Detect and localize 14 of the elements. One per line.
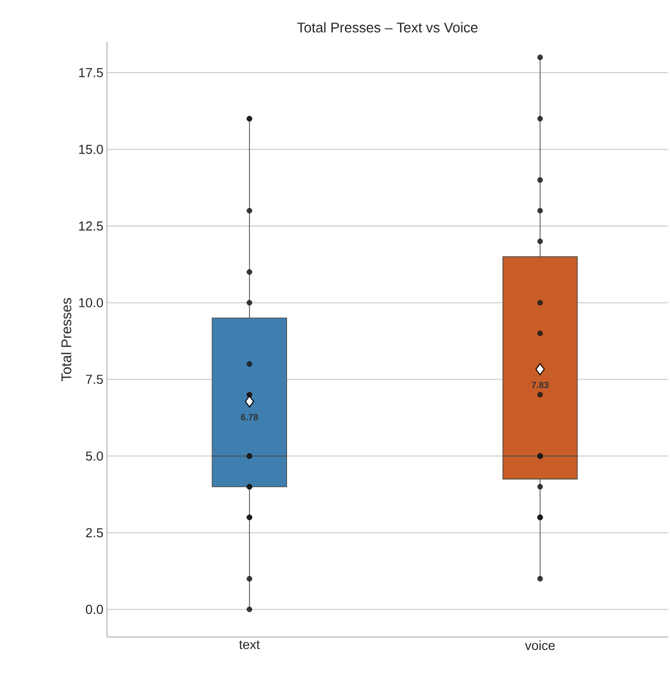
y-tick-label: 7.5	[86, 374, 103, 384]
y-tick-label: 0.0	[86, 604, 103, 614]
y-tick-label: 5.0	[86, 451, 103, 461]
y-tick-label: 12.5	[79, 221, 103, 231]
y-tick-label: 15.0	[79, 144, 103, 154]
y-tick-label: 17.5	[79, 68, 103, 78]
y-axis-title: Total Presses	[61, 298, 72, 382]
annotation: 7.83	[532, 382, 549, 388]
y-tick-label: 10.0	[79, 298, 103, 308]
x-tick-label: voice	[524, 640, 555, 650]
annotation: 6.78	[241, 414, 258, 420]
chart-title: Total Presses – Text vs Voice	[297, 22, 478, 32]
x-tick-label: text	[239, 640, 260, 650]
y-tick-label: 2.5	[86, 528, 103, 538]
